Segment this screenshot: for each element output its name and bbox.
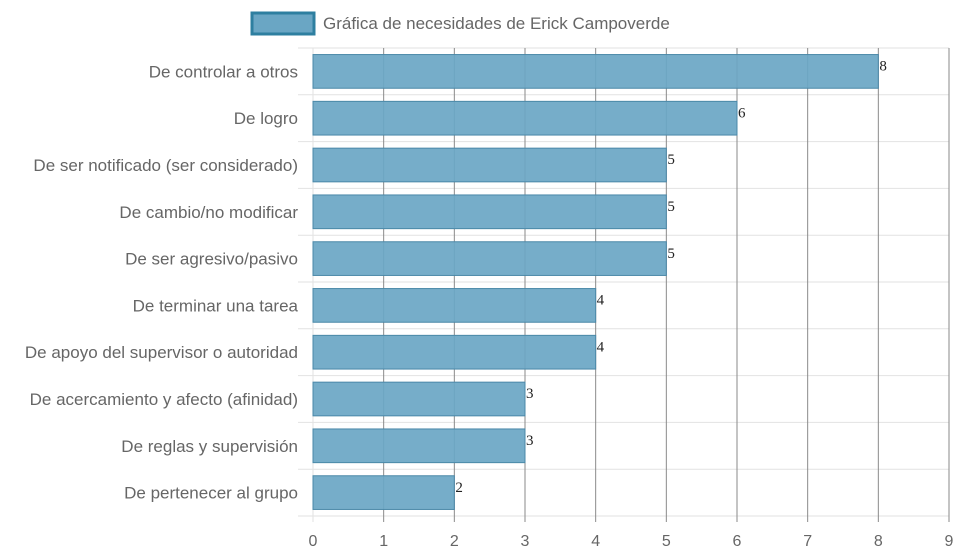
legend[interactable]: Gráfica de necesidades de Erick Campover… — [250, 11, 670, 36]
bar-value-label: 3 — [526, 433, 534, 449]
bar[interactable] — [312, 147, 667, 183]
bars — [312, 54, 879, 510]
category-label: De apoyo del supervisor o autoridad — [25, 343, 298, 362]
category-label: De logro — [234, 109, 298, 128]
x-tick-label: 5 — [662, 533, 671, 550]
legend-label[interactable]: Gráfica de necesidades de Erick Campover… — [323, 14, 670, 33]
bar-value-label: 5 — [667, 152, 675, 168]
x-tick-label: 4 — [591, 533, 600, 550]
category-label: De reglas y supervisión — [121, 437, 298, 456]
data-labels: 8 6 5 5 5 4 4 3 3 2 — [455, 59, 886, 496]
bar-value-label: 5 — [667, 199, 675, 215]
bar-value-label: 3 — [526, 386, 534, 402]
category-label: De controlar a otros — [149, 62, 298, 81]
category-label: De cambio/no modificar — [119, 203, 298, 222]
x-tick-label: 9 — [945, 533, 954, 550]
category-label: De acercamiento y afecto (afinidad) — [30, 390, 298, 409]
bar-value-label: 5 — [667, 246, 675, 262]
x-tick-label: 3 — [521, 533, 530, 550]
bar[interactable] — [312, 194, 667, 230]
category-label: De pertenecer al grupo — [124, 484, 298, 503]
bar[interactable] — [312, 381, 526, 417]
bar-value-label: 4 — [597, 293, 605, 309]
x-tick-label: 7 — [803, 533, 812, 550]
bar[interactable] — [312, 428, 526, 464]
legend-swatch[interactable] — [250, 11, 316, 36]
bar[interactable] — [312, 475, 455, 510]
bar[interactable] — [312, 288, 597, 323]
category-axis: De controlar a otros De logro De ser notif… — [25, 62, 299, 502]
x-tick-label: 6 — [733, 533, 742, 550]
x-tick-label: 2 — [450, 533, 459, 550]
category-label: De terminar una tarea — [133, 296, 299, 315]
x-tick-label: 1 — [379, 533, 388, 550]
bar-value-label: 8 — [879, 59, 887, 75]
x-tick-label: 8 — [874, 533, 883, 550]
value-axis: 0 1 2 3 4 5 6 7 8 9 — [309, 533, 954, 550]
bar-value-label: 6 — [738, 105, 746, 121]
bar-value-label: 4 — [597, 339, 605, 355]
category-label: De ser notificado (ser considerado) — [33, 156, 298, 175]
bar[interactable] — [312, 100, 738, 136]
bar[interactable] — [312, 54, 879, 89]
bar[interactable] — [312, 241, 667, 276]
category-label: De ser agresivo/pasivo — [125, 250, 298, 269]
x-tick-label: 0 — [309, 533, 318, 550]
bar-value-label: 2 — [455, 480, 463, 496]
bar[interactable] — [312, 334, 597, 370]
